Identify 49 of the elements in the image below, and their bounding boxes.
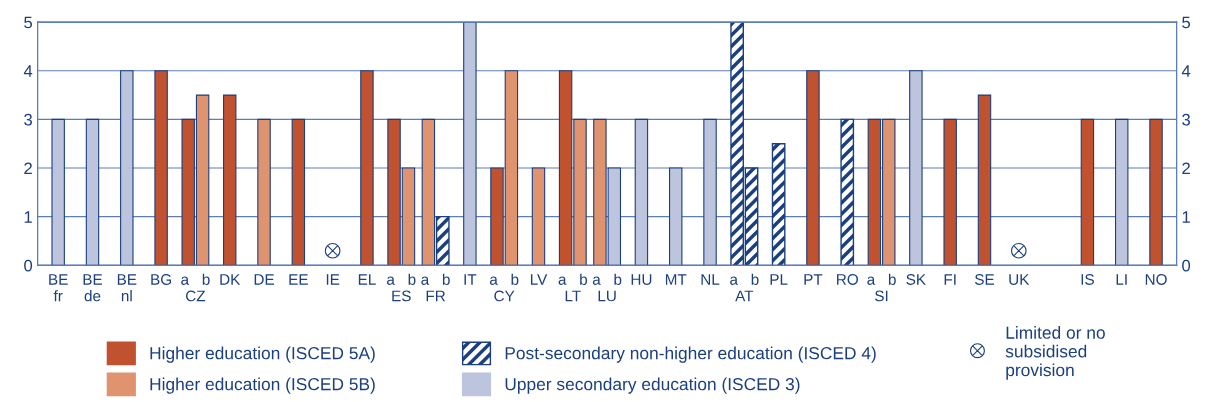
x-tick-label: PL bbox=[770, 274, 788, 285]
y-tick-label: 4 bbox=[23, 65, 33, 77]
x-tick-label: UK bbox=[1009, 274, 1030, 285]
y-tick-label: 2 bbox=[24, 162, 32, 175]
y2-tick-label: 4 bbox=[1181, 65, 1191, 77]
x-tick-label: NL bbox=[701, 274, 720, 285]
x-tick-label: IE bbox=[326, 274, 340, 285]
x-tick-label: BE fr bbox=[49, 274, 68, 302]
y-tick-label: 0 bbox=[24, 259, 33, 272]
x-tick-label: a b LT bbox=[558, 273, 588, 302]
y2-tick-label: 5 bbox=[1182, 16, 1191, 29]
x-tick-label: BE nl bbox=[117, 274, 137, 302]
y2-tick-label: 0 bbox=[1182, 259, 1191, 272]
x-tick-label: a b ES bbox=[387, 273, 416, 302]
x-tick-label: a b SI bbox=[867, 273, 896, 302]
x-tick-label: EL bbox=[358, 274, 376, 285]
x-tick-label: IS bbox=[1081, 274, 1094, 285]
x-tick-label: DE bbox=[254, 274, 274, 285]
x-tick-label: MT bbox=[665, 274, 687, 285]
x-tick-label: BG bbox=[151, 274, 172, 285]
x-tick-label: HU bbox=[631, 274, 652, 285]
y-tick-label: 3 bbox=[24, 113, 33, 126]
x-tick-label: BE de bbox=[83, 274, 103, 302]
y2-tick-label: 1 bbox=[1182, 211, 1190, 223]
legend-label: Upper secondary education (ISCED 3) bbox=[505, 377, 800, 394]
x-tick-label: LI bbox=[1116, 274, 1127, 285]
y-tick-label: 5 bbox=[24, 16, 33, 29]
x-tick-label: DK bbox=[220, 274, 241, 285]
x-tick-label: SE bbox=[974, 274, 995, 285]
y2-tick-label: 2 bbox=[1182, 162, 1190, 175]
x-tick-label: a b AT bbox=[730, 273, 759, 302]
x-tick-label: RO bbox=[837, 274, 858, 285]
x-tick-label: PT bbox=[804, 274, 823, 285]
x-tick-label: LV bbox=[530, 274, 548, 285]
x-tick-label: EE bbox=[289, 274, 308, 285]
y2-tick-label: 3 bbox=[1182, 113, 1191, 126]
legend-label: Higher education (ISCED 5A) bbox=[150, 346, 375, 363]
legend-label: Higher education (ISCED 5B) bbox=[150, 377, 375, 394]
x-tick-label: IT bbox=[464, 274, 477, 285]
x-tick-label: NO bbox=[1145, 274, 1167, 285]
x-tick-label: SK bbox=[906, 274, 926, 285]
legend-label: Post-secondary non-higher education (ISCED 4) bbox=[505, 346, 876, 363]
x-tick-label: a b FR bbox=[421, 273, 450, 302]
x-tick-label: FI bbox=[944, 274, 956, 285]
y-tick-label: 1 bbox=[24, 211, 32, 223]
legend-label: Limited or no subsidised provision bbox=[1005, 326, 1105, 380]
x-tick-label: a b CZ bbox=[181, 273, 210, 302]
x-tick-label: a b LU bbox=[592, 273, 622, 302]
x-tick-label: a b CY bbox=[489, 273, 519, 302]
